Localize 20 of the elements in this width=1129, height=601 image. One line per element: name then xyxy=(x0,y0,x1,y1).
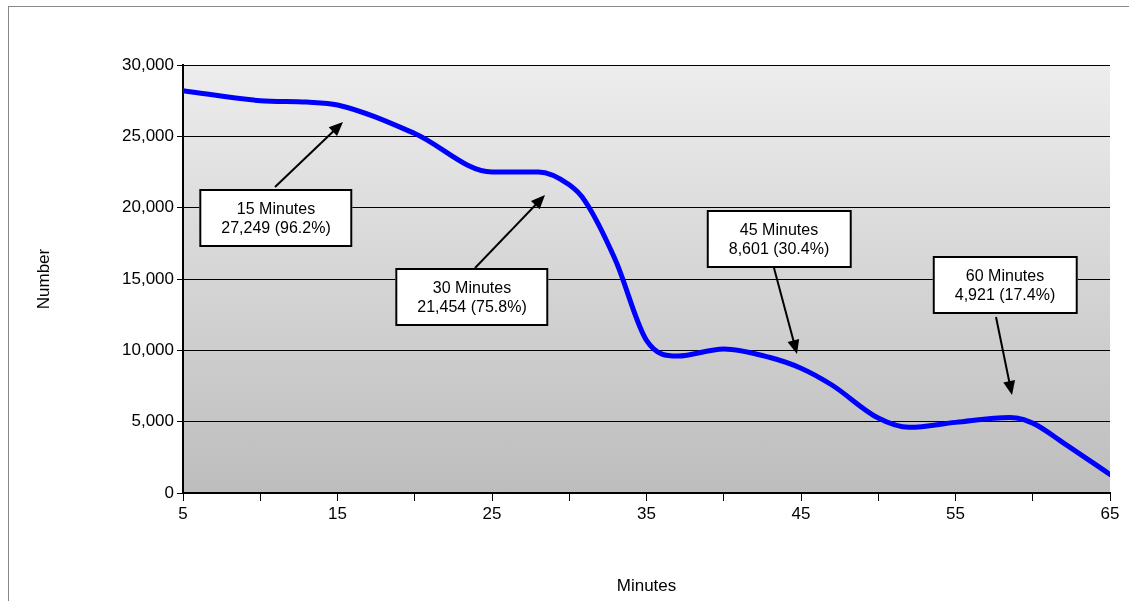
annotation: 15 Minutes 27,249 (96.2%) xyxy=(199,189,353,247)
x-tick-label: 15 xyxy=(328,503,347,523)
y-tick-label: 30,000 xyxy=(122,54,174,74)
x-tick-label: 35 xyxy=(637,503,656,523)
x-axis-title: Minutes xyxy=(616,576,677,596)
x-tick-label: 25 xyxy=(482,503,502,523)
annotation: 60 Minutes 4,921 (17.4%) xyxy=(932,256,1078,314)
y-tick-label: 15,000 xyxy=(122,268,174,288)
y-tick-label: 0 xyxy=(164,482,174,502)
x-tick-label: 5 xyxy=(178,503,188,523)
y-tick-label: 25,000 xyxy=(122,126,174,146)
y-axis-title: Number xyxy=(33,248,53,310)
y-tick-label: 20,000 xyxy=(122,197,174,217)
x-tick-label: 65 xyxy=(1100,503,1120,523)
annotation: 30 Minutes 21,454 (75.8%) xyxy=(395,268,549,326)
x-tick-label: 45 xyxy=(791,503,811,523)
y-tick-label: 10,000 xyxy=(122,340,174,360)
x-tick-label: 55 xyxy=(946,503,965,523)
annotation: 45 Minutes 8,601 (30.4%) xyxy=(706,210,852,268)
y-tick-label: 5,000 xyxy=(131,411,174,431)
